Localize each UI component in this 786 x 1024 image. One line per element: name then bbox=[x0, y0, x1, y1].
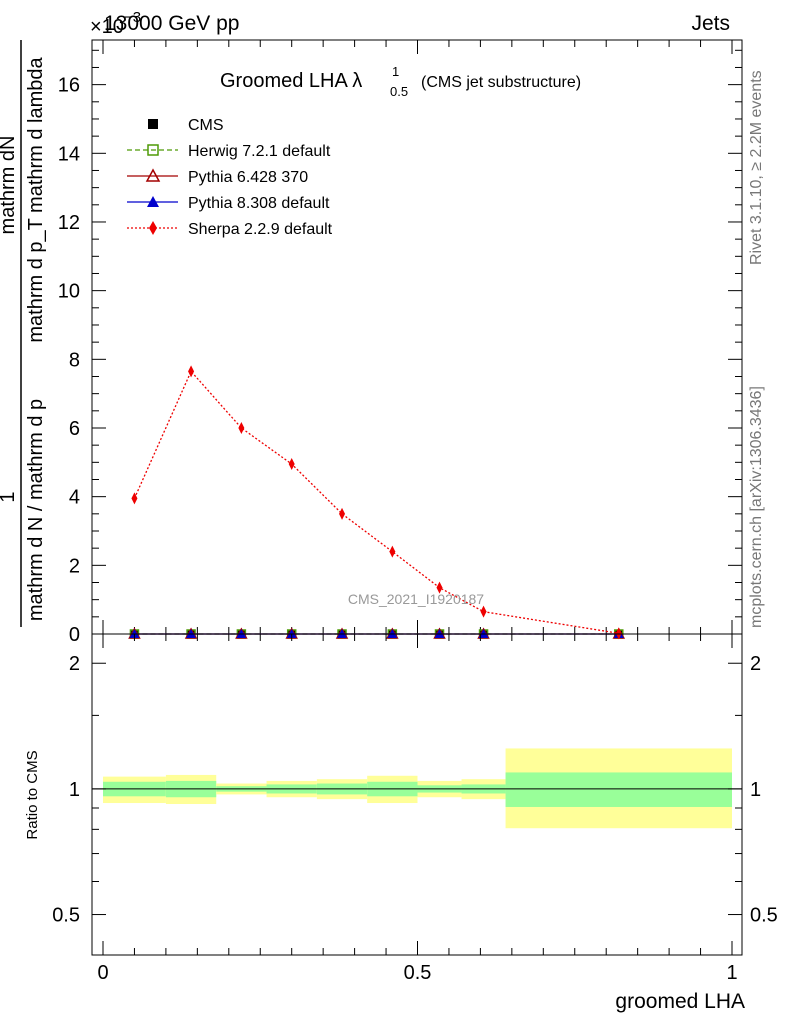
ratio-y-tick-label-right: 0.5 bbox=[750, 905, 778, 927]
ratio-stat-band bbox=[505, 772, 732, 807]
main-y-tick-label: 8 bbox=[69, 349, 80, 371]
x-axis-label: groomed LHA bbox=[615, 990, 745, 1013]
x-tick-label: 0 bbox=[97, 962, 108, 984]
legend-marker bbox=[147, 196, 159, 207]
main-y-axis: 0 2 4 6 8 10 12 14 16 bbox=[58, 49, 742, 646]
ratio-bands-layer bbox=[92, 748, 742, 829]
legend-marker bbox=[145, 168, 161, 182]
header-right: Jets bbox=[691, 12, 730, 35]
plot-title-suffix: (CMS jet substructure) bbox=[421, 74, 581, 91]
side-label-mcplots: mcplots.cern.ch [arXiv:1306.3436] bbox=[748, 386, 765, 628]
header-left: 13000 GeV pp bbox=[104, 12, 239, 35]
legend: CMS Herwig 7.2.1 default Pythia 6.428 370 P… bbox=[127, 117, 333, 238]
y-multiplier-exponent: −3 bbox=[124, 9, 141, 26]
series-4 bbox=[131, 365, 622, 640]
main-y-tick-label: 6 bbox=[69, 418, 80, 440]
plot-title: Groomed LHA λ 1 0.5 (CMS jet substructur… bbox=[220, 64, 581, 99]
data-point bbox=[615, 627, 622, 640]
main-y-label-den: mathrm d p_T mathrm d lambda bbox=[25, 56, 47, 342]
plot-title-text: Groomed LHA λ bbox=[220, 70, 362, 92]
series-line bbox=[133, 370, 619, 634]
x-tick-label: 0.5 bbox=[404, 962, 432, 984]
ratio-y-axis: 0.5 0.5 1 1 2 2 bbox=[52, 653, 778, 926]
legend-label: Herwig 7.2.1 default bbox=[188, 143, 331, 160]
legend-label: CMS bbox=[188, 117, 224, 134]
watermark: CMS_2021_I1920187 bbox=[348, 591, 484, 607]
data-point bbox=[480, 605, 487, 618]
data-point bbox=[436, 581, 443, 594]
side-label-rivet: Rivet 3.1.10, ≥ 2.2M events bbox=[748, 70, 765, 265]
main-y-tick-label: 10 bbox=[58, 281, 80, 303]
main-x-ticks bbox=[102, 40, 733, 634]
main-y-label-one: 1 bbox=[0, 491, 19, 502]
legend-label: Sherpa 2.2.9 default bbox=[188, 221, 333, 238]
plot-title-sub: 0.5 bbox=[390, 84, 408, 99]
legend-label: Pythia 6.428 370 bbox=[188, 169, 308, 186]
data-point bbox=[131, 492, 138, 505]
legend-entry: Pythia 6.428 370 bbox=[127, 168, 308, 186]
data-point bbox=[238, 421, 245, 434]
main-y-tick-label: 0 bbox=[69, 624, 80, 646]
ratio-y-tick-label-right: 2 bbox=[750, 653, 761, 675]
main-y-tick-label: 4 bbox=[69, 487, 80, 509]
main-y-tick-label: 14 bbox=[58, 143, 80, 165]
y-multiplier: ×10 −3 bbox=[90, 9, 141, 38]
main-y-label-den-a: mathrm d N / mathrm d p bbox=[25, 399, 47, 621]
legend-entry: Pythia 8.308 default bbox=[127, 195, 330, 212]
data-point bbox=[339, 507, 346, 520]
legend-entry: Sherpa 2.2.9 default bbox=[127, 221, 333, 238]
data-point bbox=[288, 458, 295, 471]
legend-marker bbox=[147, 144, 159, 156]
main-y-tick-label: 16 bbox=[58, 75, 80, 97]
ratio-y-tick-label: 0.5 bbox=[52, 905, 80, 927]
legend-marker bbox=[148, 119, 158, 129]
ratio-y-tick-label-right: 1 bbox=[750, 779, 761, 801]
ratio-y-label: Ratio to CMS bbox=[24, 750, 41, 839]
plot-title-sup: 1 bbox=[392, 64, 399, 79]
data-point bbox=[389, 545, 396, 558]
main-y-label-num: mathrm dN bbox=[0, 136, 19, 235]
ratio-x-axis: 0 0.5 1 bbox=[97, 634, 738, 984]
ratio-y-tick-label: 1 bbox=[69, 779, 80, 801]
y-multiplier-base: ×10 bbox=[90, 16, 124, 38]
main-y-tick-label: 12 bbox=[58, 212, 80, 234]
legend-label: Pythia 8.308 default bbox=[188, 195, 330, 212]
data-point bbox=[188, 365, 195, 378]
main-y-tick-label: 2 bbox=[69, 555, 80, 577]
legend-marker bbox=[149, 221, 157, 235]
legend-entry: CMS bbox=[148, 117, 224, 134]
legend-entry: Herwig 7.2.1 default bbox=[127, 143, 331, 160]
x-tick-label: 1 bbox=[726, 962, 737, 984]
ratio-y-tick-label: 2 bbox=[69, 653, 80, 675]
main-y-label: 1 mathrm d N / mathrm d p mathrm dN math… bbox=[0, 40, 47, 627]
